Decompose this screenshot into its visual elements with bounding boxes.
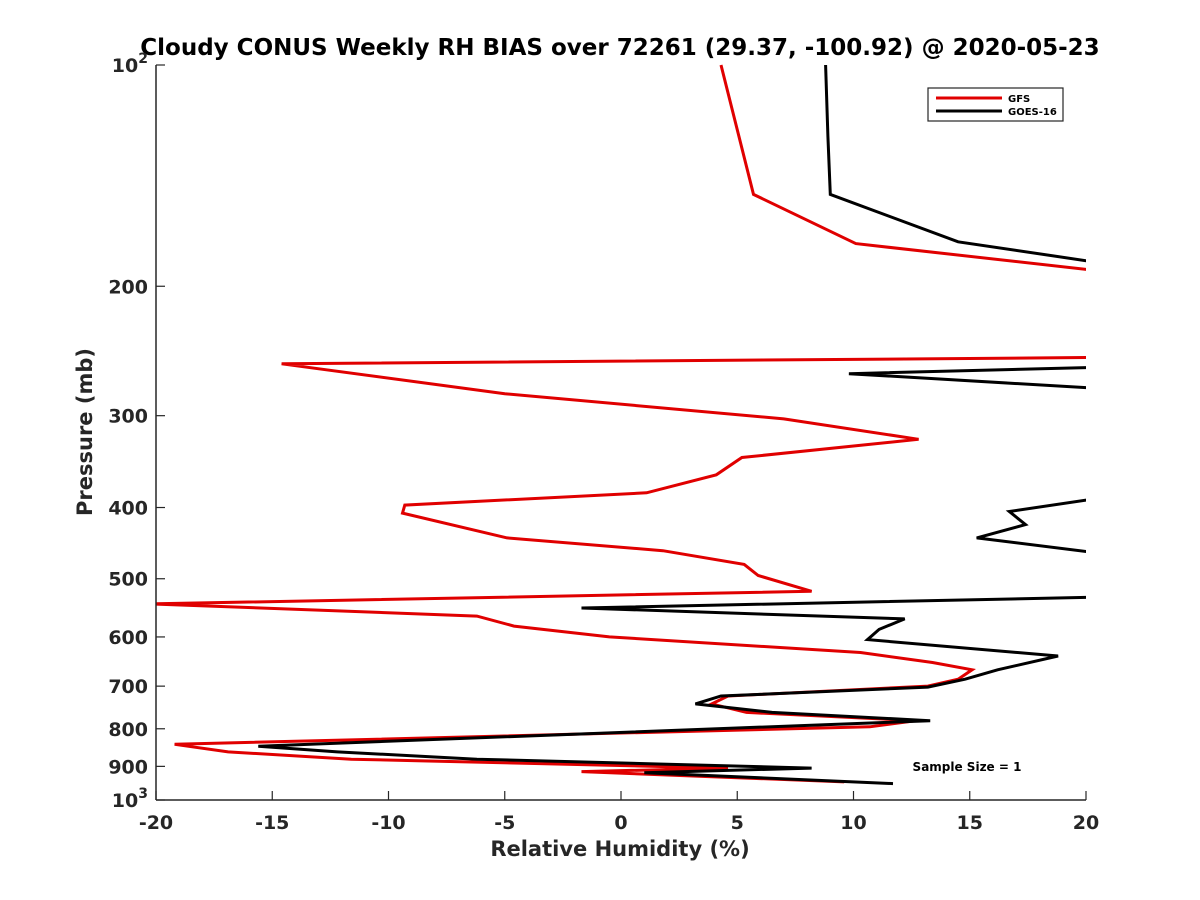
x-tick-label: 0 <box>614 812 627 834</box>
y-tick-label: 600 <box>108 627 148 649</box>
y-tick-label: 500 <box>108 569 148 591</box>
x-tick-label: 10 <box>840 812 866 834</box>
legend-box <box>927 87 1064 122</box>
x-axis-label: Relative Humidity (%) <box>490 837 749 861</box>
series-line-gfs-1 <box>719 64 1086 271</box>
y-tick-label: 103 <box>112 786 148 812</box>
series-line-goes-16-3 <box>976 498 1086 554</box>
x-tick-label: 20 <box>1073 812 1099 834</box>
y-tick-label: 102 <box>112 51 148 77</box>
y-tick-label: 700 <box>108 676 148 698</box>
series-line-gfs-2 <box>156 356 1086 784</box>
plot-area <box>156 64 1086 786</box>
sample-size-annotation: Sample Size = 1 <box>913 760 1022 774</box>
legend-label-goes-16: GOES-16 <box>1008 107 1057 118</box>
y-tick-label: 800 <box>108 719 148 741</box>
x-tick-label: 5 <box>731 812 744 834</box>
y-tick-label: 300 <box>108 406 148 428</box>
x-tick-label: 15 <box>957 812 983 834</box>
chart-title: Cloudy CONUS Weekly RH BIAS over 72261 (… <box>140 35 1099 61</box>
legend-label-gfs: GFS <box>1008 94 1030 105</box>
x-tick-label: -5 <box>494 812 515 834</box>
series-line-goes-16-2 <box>848 366 1086 390</box>
x-tick-label: -15 <box>255 812 289 834</box>
x-tick-label: -10 <box>371 812 405 834</box>
y-tick-label: 200 <box>108 276 148 298</box>
series-line-goes-16-4 <box>258 595 1086 786</box>
legend: GFS GOES-16 <box>927 87 1064 122</box>
axes: -20 -15 -10 -5 0 5 10 15 20 102 200 300 400 500 600 700… <box>108 51 1099 834</box>
y-tick-label: 900 <box>108 756 148 778</box>
y-axis-label: Pressure (mb) <box>73 348 97 516</box>
x-tick-label: -20 <box>139 812 173 834</box>
y-tick-label: 400 <box>108 498 148 520</box>
series-line-goes-16-1 <box>824 64 1086 263</box>
